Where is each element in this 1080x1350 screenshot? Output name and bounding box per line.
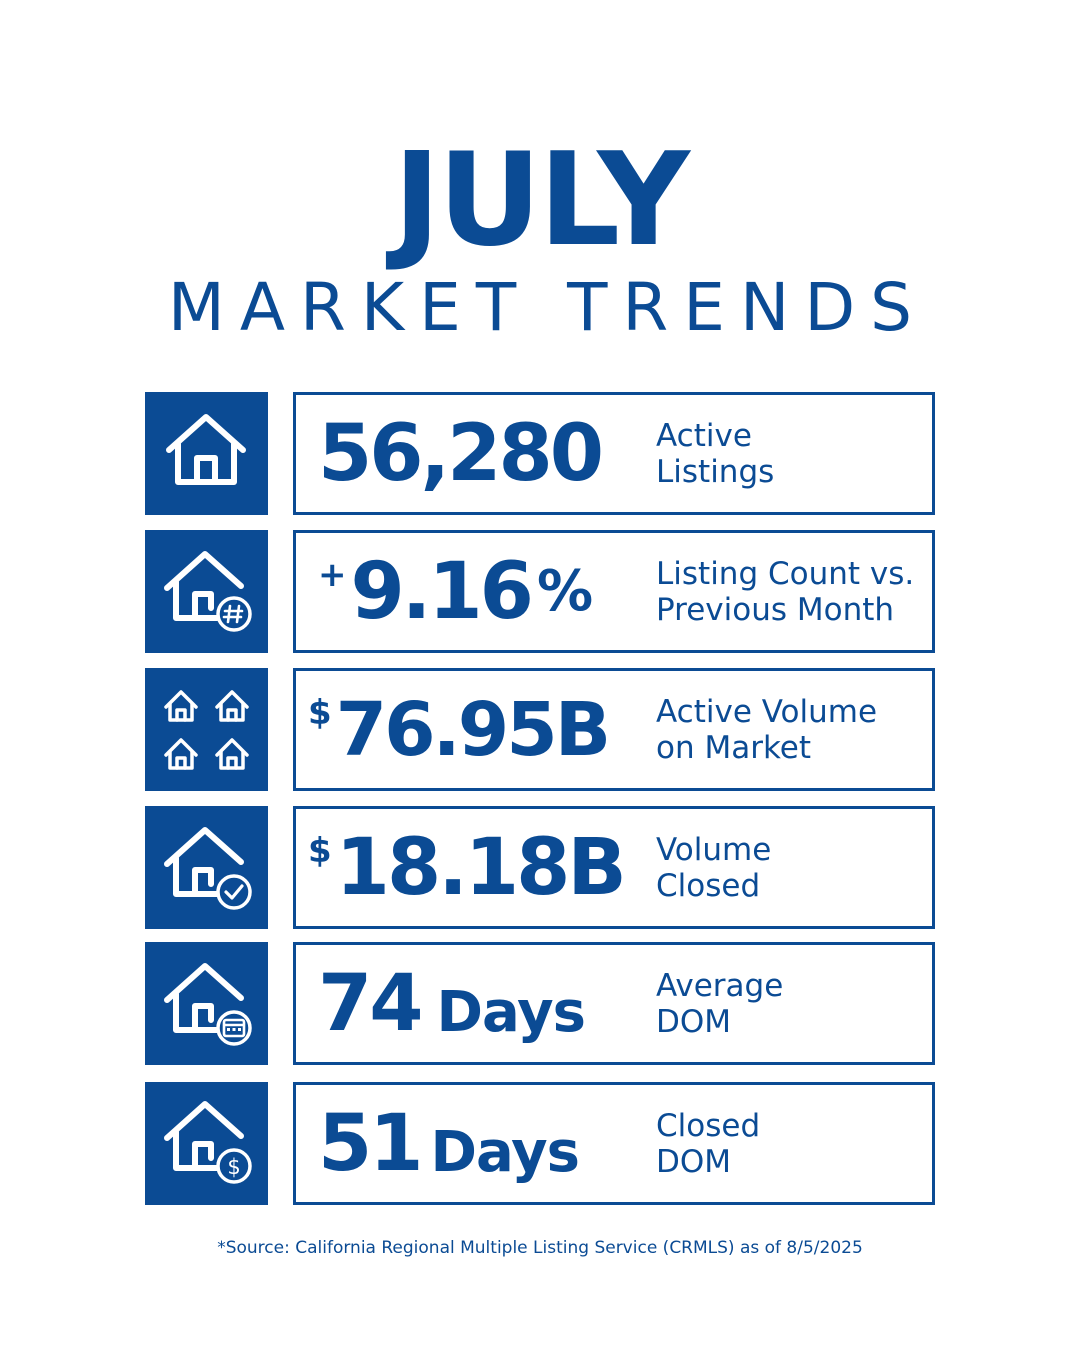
stat-row-listing-count-change: + 9.16 % Listing Count vs. Previous Mont… xyxy=(145,530,935,653)
stat-box: + 9.16 % Listing Count vs. Previous Mont… xyxy=(293,530,935,653)
stat-value: + 9.16 % xyxy=(318,533,593,650)
stat-value: $ 18.18B xyxy=(308,809,627,926)
stat-suffix: Days xyxy=(436,980,586,1045)
stat-label-line1: Volume xyxy=(656,831,772,868)
stat-label-line1: Active xyxy=(656,417,752,454)
source-footnote: *Source: California Regional Multiple Li… xyxy=(217,1238,863,1258)
stat-value: 56,280 xyxy=(318,395,604,512)
stat-number: 76.95B xyxy=(335,686,611,773)
stat-label-line1: Listing Count vs. xyxy=(656,555,915,592)
stat-number: 56,280 xyxy=(318,408,604,499)
stat-suffix: Days xyxy=(430,1120,580,1185)
stat-prefix: $ xyxy=(308,831,332,871)
house-icon xyxy=(166,414,246,485)
stat-label: Active Volume on Market xyxy=(656,671,877,788)
stat-box: $ 76.95B Active Volume on Market xyxy=(293,668,935,791)
stat-label-line1: Closed xyxy=(656,1107,761,1144)
stat-row-closed-dom: $ 51 Days Closed DOM xyxy=(145,1082,935,1205)
stat-label-line2: Closed xyxy=(656,867,761,904)
icon-tile: $ xyxy=(145,1082,268,1205)
icon-tile xyxy=(145,942,268,1065)
house-check-icon xyxy=(164,827,252,910)
stat-row-volume-closed: $ 18.18B Volume Closed xyxy=(145,806,935,929)
house-hash-icon xyxy=(164,551,252,632)
stat-row-average-dom: 74 Days Average DOM xyxy=(145,942,935,1065)
house-calendar-icon xyxy=(164,963,252,1046)
stat-label-line2: Listings xyxy=(656,453,775,490)
stat-label: Listing Count vs. Previous Month xyxy=(656,533,914,650)
stat-value: 74 Days xyxy=(318,945,586,1062)
icon-tile xyxy=(145,392,268,515)
stat-label-line2: Previous Month xyxy=(656,591,895,628)
stat-label: Active Listings xyxy=(656,395,774,512)
stat-label-line2: DOM xyxy=(656,1143,732,1180)
stat-box: 56,280 Active Listings xyxy=(293,392,935,515)
stat-number: 51 xyxy=(318,1098,424,1189)
page-title: JULY xyxy=(393,126,690,275)
stat-value: $ 76.95B xyxy=(308,671,611,788)
stat-prefix: + xyxy=(318,555,347,595)
stat-label-line1: Average xyxy=(656,967,784,1004)
stat-label: Average DOM xyxy=(656,945,783,1062)
icon-tile xyxy=(145,806,268,929)
stat-number: 74 xyxy=(318,958,424,1049)
icon-tile xyxy=(145,668,268,791)
stat-label-line1: Active Volume xyxy=(656,693,878,730)
four-houses-icon xyxy=(164,690,249,770)
stat-label: Closed DOM xyxy=(656,1085,760,1202)
stat-number: 18.18B xyxy=(335,822,627,913)
stat-box: 74 Days Average DOM xyxy=(293,942,935,1065)
stat-row-active-listings: 56,280 Active Listings xyxy=(145,392,935,515)
stat-number: 9.16 xyxy=(350,546,534,637)
icon-tile xyxy=(145,530,268,653)
stat-label: Volume Closed xyxy=(656,809,771,926)
stat-value: 51 Days xyxy=(318,1085,580,1202)
stat-box: 51 Days Closed DOM xyxy=(293,1082,935,1205)
svg-text:$: $ xyxy=(227,1155,240,1179)
stat-prefix: $ xyxy=(308,693,332,733)
stat-row-active-volume: $ 76.95B Active Volume on Market xyxy=(145,668,935,791)
stat-box: $ 18.18B Volume Closed xyxy=(293,806,935,929)
stat-label-line2: DOM xyxy=(656,1003,732,1040)
stat-suffix: % xyxy=(536,559,593,624)
page-subtitle: MARKET TRENDS xyxy=(167,269,928,346)
house-dollar-icon: $ xyxy=(164,1101,252,1184)
stat-label-line2: on Market xyxy=(656,729,812,766)
